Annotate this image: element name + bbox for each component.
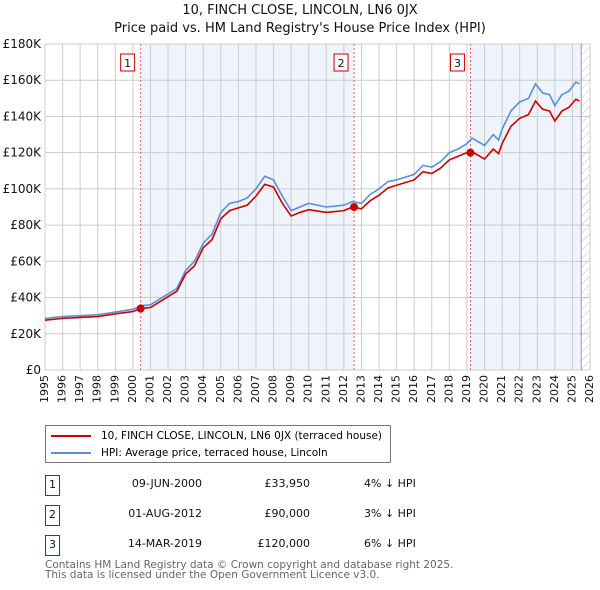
x-tick-label: 2005 — [214, 375, 227, 403]
x-tick-label: 2011 — [319, 375, 332, 403]
x-tick-label: 2013 — [354, 375, 367, 403]
sale-label: 3 — [454, 57, 461, 70]
legend-red-line — [51, 435, 91, 437]
x-tick-label: 2021 — [495, 375, 508, 403]
footer: Contains HM Land Registry data © Crown c… — [45, 559, 454, 581]
chart-subtitle: Price paid vs. HM Land Registry's House … — [114, 21, 486, 36]
sale-label-box — [120, 53, 136, 72]
x-tick-label: 2018 — [442, 375, 455, 403]
x-tick-label: 2016 — [407, 375, 420, 403]
x-tick-label: 1997 — [73, 375, 86, 403]
sale-price: £90,000 — [264, 507, 311, 520]
y-tick-label: £0 — [26, 363, 41, 377]
y-tick-label: £40K — [10, 291, 42, 305]
x-tick-label: 2001 — [143, 375, 156, 403]
x-tick-label: 2009 — [284, 375, 297, 403]
legend-hpi: HPI: Average price, terraced house, Linc… — [101, 447, 328, 459]
sale-label-box — [449, 53, 465, 72]
x-tick-label: 2024 — [548, 375, 561, 403]
x-tick-label: 2006 — [231, 375, 244, 403]
x-tick-label: 2014 — [372, 375, 385, 403]
sale-point — [350, 203, 359, 211]
x-tick-label: 2003 — [179, 375, 192, 403]
legend: 10, FINCH CLOSE, LINCOLN, LN6 0JX (terra… — [45, 425, 391, 463]
sale-marker: 3 — [45, 535, 60, 556]
shaded-period — [140, 44, 355, 370]
x-tick-label: 2008 — [267, 375, 280, 403]
y-tick-label: £120K — [3, 146, 43, 160]
x-tick-label: 1998 — [91, 375, 104, 403]
y-tick-label: £100K — [3, 182, 43, 196]
shaded-period — [470, 44, 582, 370]
x-tick-label: 2004 — [196, 375, 209, 403]
legend-property: 10, FINCH CLOSE, LINCOLN, LN6 0JX (terra… — [101, 430, 382, 442]
sale-hpi-diff: 6% ↓ HPI — [364, 537, 416, 550]
y-tick-label: £60K — [10, 254, 42, 268]
chart-title: 10, FINCH CLOSE, LINCOLN, LN6 0JX — [182, 3, 418, 18]
x-tick-label: 2000 — [126, 375, 139, 403]
price-chart: 1995 1996 1997 1998 1999 2000 2001 2002 2003 2004… — [3, 37, 596, 403]
sale-hpi-diff: 4% ↓ HPI — [364, 477, 416, 490]
hpi-line — [44, 81, 580, 320]
x-tick-label: 2007 — [249, 375, 262, 403]
x-tick-label: 2012 — [337, 375, 350, 403]
footer-licence: This data is licensed under the Open Gov… — [45, 569, 380, 581]
y-tick-label: £20K — [10, 327, 42, 341]
footer-copyright: Contains HM Land Registry data © Crown c… — [45, 559, 454, 571]
x-tick-label: 2023 — [530, 375, 543, 403]
sale-price: £120,000 — [257, 537, 311, 550]
x-tick-label: 2015 — [390, 375, 403, 403]
sale-label-box — [333, 53, 349, 72]
y-tick-label: £160K — [3, 73, 43, 87]
sale-label: 1 — [124, 57, 131, 70]
x-tick-label: 1996 — [56, 375, 69, 403]
sale-date: 09-JUN-2000 — [131, 477, 202, 490]
x-tick-label: 2002 — [161, 375, 174, 403]
x-tick-label: 1995 — [38, 375, 51, 403]
sale-label: 2 — [338, 57, 345, 70]
sale-point — [466, 148, 475, 157]
x-tick-label: 2020 — [478, 375, 491, 403]
sale-marker: 1 — [45, 475, 60, 496]
sale-date: 01-AUG-2012 — [128, 507, 202, 520]
x-tick-label: 2019 — [460, 375, 473, 403]
x-tick-label: 2010 — [302, 375, 315, 403]
x-tick-label: 1999 — [108, 375, 121, 403]
sale-date: 14-MAR-2019 — [127, 537, 202, 550]
y-tick-label: £140K — [3, 109, 43, 123]
x-tick-label: 2017 — [425, 375, 438, 403]
x-tick-label: 2026 — [583, 375, 596, 403]
sale-marker: 2 — [45, 505, 60, 526]
sale-point — [136, 304, 145, 313]
sale-hpi-diff: 3% ↓ HPI — [364, 507, 416, 520]
legend-blue-line — [51, 452, 91, 454]
y-tick-label: £80K — [10, 218, 42, 232]
sale-price: £33,950 — [264, 477, 311, 490]
forecast-hatch — [581, 44, 590, 370]
x-tick-label: 2022 — [513, 375, 526, 403]
x-tick-label: 2025 — [565, 375, 578, 403]
y-tick-label: £180K — [3, 37, 43, 51]
